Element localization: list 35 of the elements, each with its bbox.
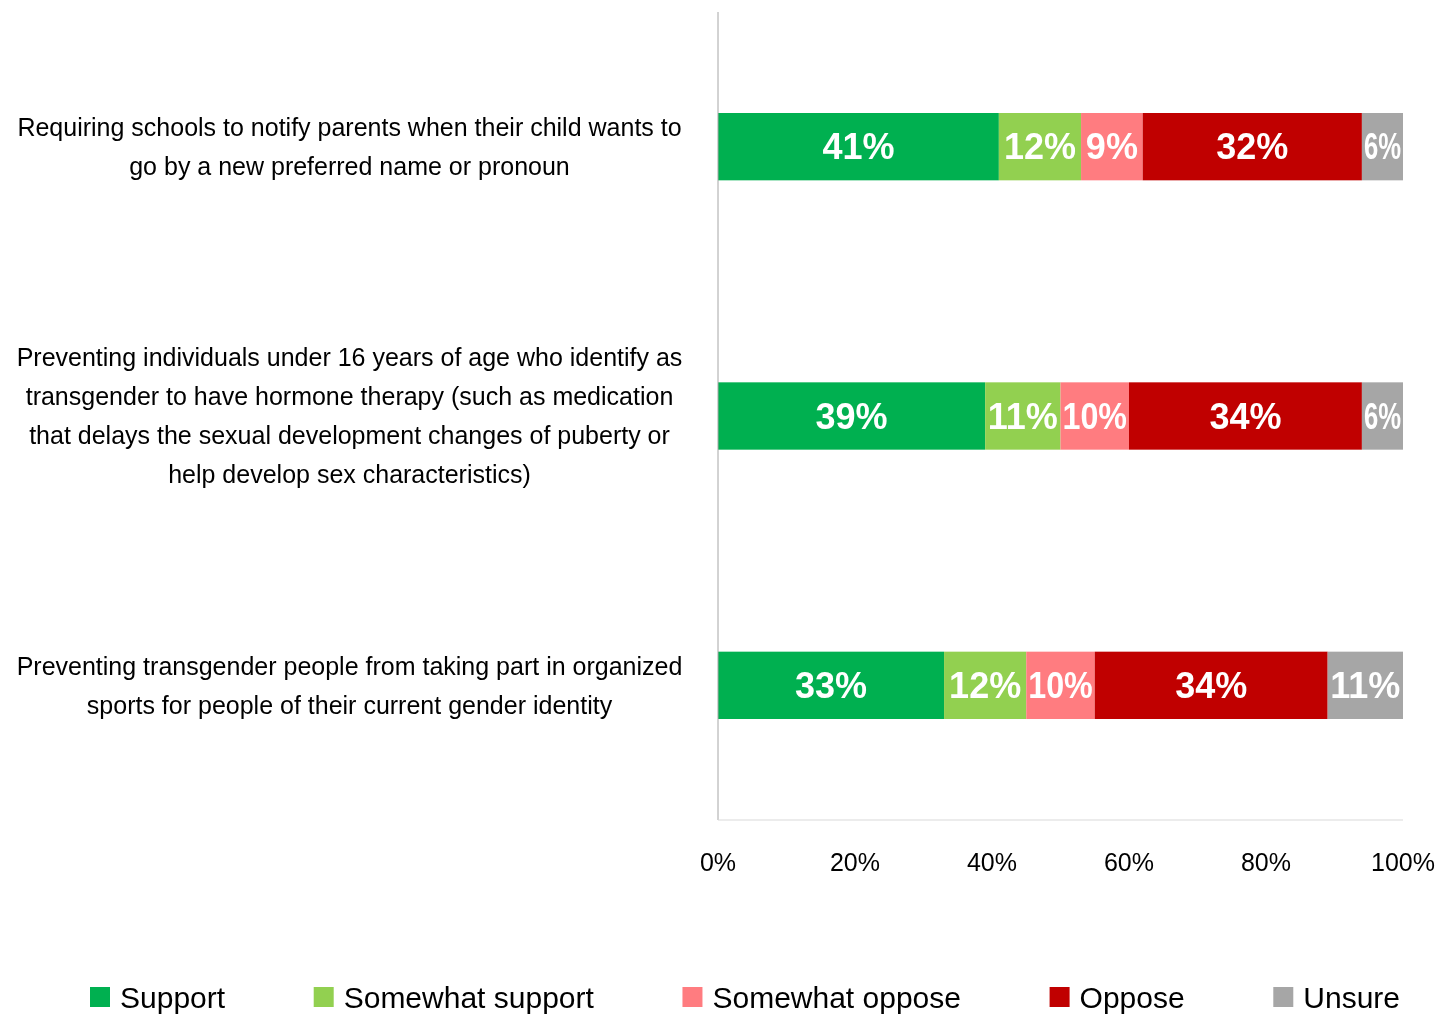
x-tick-label: 20% [829, 847, 881, 876]
legend-label: Unsure [1303, 980, 1401, 1014]
data-label: 39% [815, 395, 888, 437]
bar [718, 651, 945, 719]
data-label: 11% [1330, 664, 1401, 706]
bar [1094, 651, 1328, 719]
bar [718, 382, 986, 450]
x-tick-label: 0% [699, 847, 737, 876]
bar [1129, 382, 1362, 450]
x-tick-label: 60% [1103, 847, 1155, 876]
bar [1142, 113, 1362, 181]
y-tick-label: Requiring schools to notify parents when their child wants to go by a new preferred name or pronoun [17, 112, 682, 180]
data-label: 10% [1062, 395, 1135, 437]
legend-label: Support [120, 980, 226, 1014]
data-label: 6% [1363, 395, 1416, 437]
y-tick-label: Preventing transgender people from taking part in organized sports for people of their current gender identity [16, 651, 683, 719]
legend-label: Oppose [1079, 980, 1185, 1014]
data-label: 41% [822, 126, 895, 168]
x-tick-label: 40% [966, 847, 1018, 876]
x-tick-label: 80% [1240, 847, 1292, 876]
data-label: 12% [949, 664, 1022, 706]
bar [718, 113, 999, 181]
data-label: 33% [794, 664, 868, 706]
data-label: 34% [1209, 395, 1282, 437]
x-tick-label: 100% [1371, 847, 1435, 876]
data-label: 9% [1085, 126, 1138, 168]
data-label: 6% [1363, 126, 1416, 168]
legend-label: Somewhat support [343, 980, 595, 1014]
data-label: 34% [1175, 664, 1248, 706]
data-label: 32% [1216, 126, 1289, 168]
data-label: 10% [1028, 664, 1101, 706]
data-label: 11% [987, 395, 1058, 437]
legend-label: Somewhat oppose [712, 980, 961, 1014]
data-label: 12% [1003, 126, 1076, 168]
y-tick-label: Preventing individuals under 16 years of age who identify as transgender to have hormone therapy (such as medication that delays the sexual development changes of puberty or help develop sex characteristics) [16, 343, 683, 489]
